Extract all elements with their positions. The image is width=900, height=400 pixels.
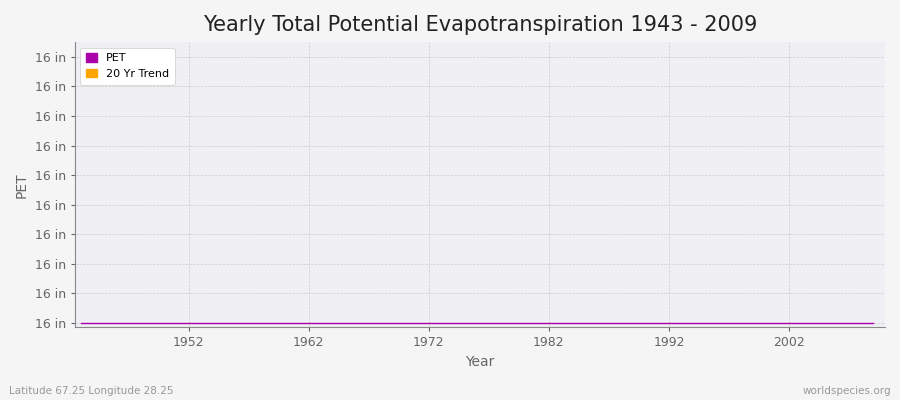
X-axis label: Year: Year (465, 355, 494, 369)
Text: worldspecies.org: worldspecies.org (803, 386, 891, 396)
Legend: PET, 20 Yr Trend: PET, 20 Yr Trend (80, 48, 175, 84)
Y-axis label: PET: PET (15, 172, 29, 198)
Text: Latitude 67.25 Longitude 28.25: Latitude 67.25 Longitude 28.25 (9, 386, 174, 396)
Title: Yearly Total Potential Evapotranspiration 1943 - 2009: Yearly Total Potential Evapotranspiratio… (202, 15, 757, 35)
